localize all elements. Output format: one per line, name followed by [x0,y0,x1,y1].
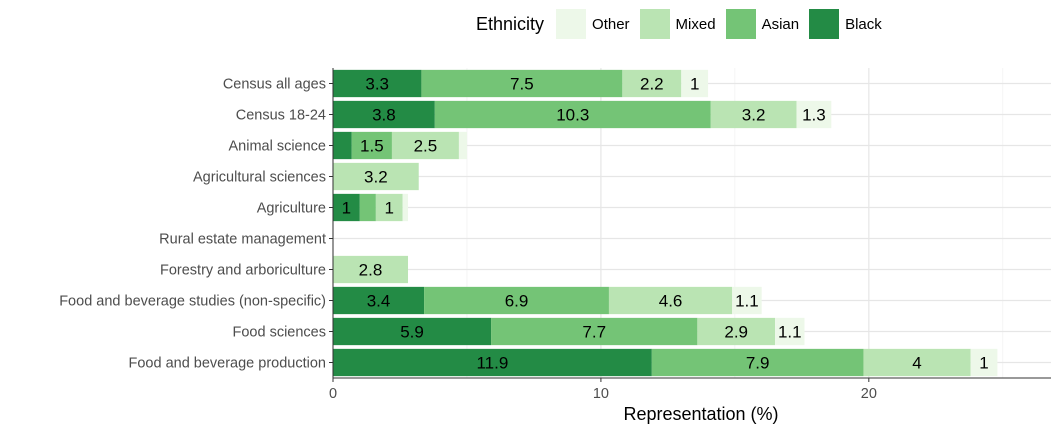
legend-item-black: Black [809,9,882,39]
bar-segment-asian [421,69,623,98]
bar-value-label: 3.8 [372,106,396,125]
y-tick-label: Forestry and arboriculture [160,263,326,279]
legend-label-mixed: Mixed [675,15,716,33]
bar-segment-mixed [391,131,459,160]
bar-segment-other [775,317,805,346]
bar-value-label: 1.5 [360,137,384,156]
y-tick-label: Census 18-24 [236,108,326,124]
bar-value-label: 2.9 [724,323,748,342]
bar-segment-mixed [710,100,797,129]
bar-segment-other [458,131,467,160]
bar-segment-other [681,69,709,98]
bar-segment-asian [424,286,609,315]
legend-title: Ethnicity [476,13,545,34]
bar-value-label: 3.2 [742,106,766,125]
bar-value-label: 1 [385,199,394,218]
bar-labels: 3.3 7.5 2.2 1 3.8 10.3 3.2 1.3 1.5 2.5 3.2 1 1 2.8 3.4… [342,75,989,373]
bar-segment-mixed [333,162,419,191]
x-axis-label: Representation (%) [623,404,778,424]
y-axis: Census all ages Census 18-24 Animal scienc… [59,68,334,378]
bar-segment-other [796,100,832,129]
legend-label-black: Black [845,15,882,33]
bar-segment-asian [351,131,392,160]
bar-segment-mixed [375,193,403,222]
bar-segment-other [970,348,998,377]
y-tick-label: Food sciences [233,325,327,341]
bar-segment-mixed [608,286,733,315]
bar-segment-other [402,193,409,222]
bar-segment-black [333,348,652,377]
bar-segment-black [333,317,492,346]
y-tick-label: Food and beverage production [128,356,326,372]
legend-label-other: Other [592,15,630,33]
x-tick-label: 10 [593,386,609,402]
bar-value-label: 5.9 [400,323,424,342]
legend-key-black [809,9,840,39]
bar-value-label: 2.2 [640,75,664,94]
legend-key-mixed [639,9,670,39]
bar-segment-mixed [697,317,776,346]
bar-value-label: 4.6 [659,292,683,311]
x-tick-label: 20 [861,386,877,402]
bar-segment-black [333,131,352,160]
bar-segment-mixed [333,255,409,284]
bar-value-label: 11.9 [476,354,508,373]
x-tick-label: 0 [329,386,337,402]
bar-segment-black [333,100,435,129]
y-tick-label: Agricultural sciences [193,170,326,186]
y-tick-label: Census all ages [223,77,326,93]
y-tick-label: Rural estate management [159,232,326,248]
bar-segment-mixed [863,348,971,377]
y-tick-label: Agriculture [257,201,326,217]
bars [333,69,998,377]
bar-segment-other [732,286,762,315]
bar-value-label: 2.5 [414,137,438,156]
bar-value-label: 7.9 [746,354,770,373]
bar-segment-black [333,69,422,98]
legend-key-asian [725,9,756,39]
bar-segment-asian [434,100,711,129]
bar-segment-asian [359,193,376,222]
bar-value-label: 10.3 [556,106,589,125]
bar-value-label: 6.9 [505,292,529,311]
bar-value-label: 7.7 [582,323,606,342]
legend-key-other [556,9,587,39]
legend-item-asian: Asian [725,9,800,39]
bar-segment-asian [491,317,698,346]
bar-value-label: 3.2 [364,168,388,187]
legend-item-mixed: Mixed [639,9,716,39]
x-axis: 0 10 20 [329,377,1051,402]
bar-segment-black [333,286,425,315]
bar-value-label: 7.5 [510,75,534,94]
bar-value-label: 4 [912,354,921,373]
bar-value-label: 1.1 [778,323,802,342]
bar-value-label: 2.8 [359,261,383,280]
bar-value-label: 1 [979,354,988,373]
bar-value-label: 1.3 [802,106,826,125]
bar-value-label: 1.1 [735,292,759,311]
bar-segment-mixed [622,69,682,98]
bar-value-label: 3.4 [367,292,391,311]
y-tick-label: Animal science [228,139,326,155]
y-tick-label: Food and beverage studies (non-specific) [59,294,326,310]
legend-item-other: Other [556,9,630,39]
bar-segment-black [333,193,360,222]
legend: Ethnicity Other Mixed Asian Black [476,9,892,39]
bar-value-label: 3.3 [365,75,389,94]
bar-value-label: 1 [690,75,699,94]
bar-segment-asian [651,348,864,377]
legend-label-asian: Asian [761,15,800,33]
bar-value-label: 1 [342,199,351,218]
